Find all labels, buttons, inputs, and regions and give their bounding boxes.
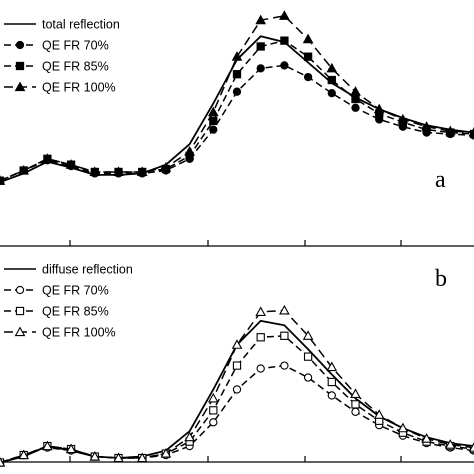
data-point bbox=[232, 87, 242, 96]
data-point bbox=[280, 61, 289, 70]
legend-label: QE FR 70% bbox=[42, 284, 109, 298]
data-point bbox=[42, 153, 53, 163]
data-point bbox=[303, 72, 313, 82]
data-point bbox=[279, 304, 290, 315]
legend-marker bbox=[14, 326, 26, 337]
series-line-qe-fr-100- bbox=[0, 14, 474, 182]
legend-label: total reflection bbox=[42, 18, 120, 32]
data-point bbox=[279, 10, 290, 20]
data-point bbox=[327, 377, 336, 387]
legend-label: QE FR 85% bbox=[42, 305, 109, 319]
data-point bbox=[232, 70, 242, 79]
data-point bbox=[327, 391, 336, 400]
data-point bbox=[255, 14, 267, 25]
data-point bbox=[209, 116, 218, 126]
data-point bbox=[136, 452, 148, 463]
legend-marker bbox=[14, 81, 26, 92]
data-point bbox=[468, 127, 474, 137]
legend-label: diffuse reflection bbox=[42, 263, 133, 277]
data-point bbox=[256, 64, 265, 73]
data-point bbox=[42, 440, 53, 451]
data-point bbox=[232, 361, 242, 370]
data-point bbox=[65, 443, 77, 454]
data-point bbox=[351, 94, 360, 104]
data-point bbox=[255, 306, 267, 316]
data-point bbox=[256, 42, 265, 51]
data-point bbox=[256, 364, 265, 373]
data-point bbox=[350, 86, 361, 96]
data-point bbox=[351, 103, 360, 112]
data-point bbox=[373, 103, 385, 114]
data-point bbox=[351, 400, 360, 409]
data-point bbox=[280, 331, 289, 340]
series-line-qe-fr-85- bbox=[0, 335, 474, 464]
data-point bbox=[207, 392, 219, 403]
data-point bbox=[280, 36, 289, 45]
data-point bbox=[231, 51, 243, 61]
data-point bbox=[444, 125, 456, 136]
data-point bbox=[350, 388, 361, 398]
data-point bbox=[444, 439, 456, 449]
data-point bbox=[326, 62, 338, 73]
data-point bbox=[373, 409, 385, 419]
data-point bbox=[421, 121, 432, 131]
data-point bbox=[302, 330, 314, 340]
data-point bbox=[136, 166, 148, 177]
data-point bbox=[65, 159, 77, 169]
data-point bbox=[232, 385, 242, 394]
legend-label: QE FR 100% bbox=[42, 81, 116, 95]
legend-marker bbox=[15, 306, 25, 316]
legend-marker bbox=[15, 40, 25, 50]
panel-label: b bbox=[435, 266, 447, 292]
data-point bbox=[256, 333, 265, 342]
legend-label: QE FR 100% bbox=[42, 326, 116, 340]
data-point bbox=[89, 451, 101, 461]
data-point bbox=[231, 339, 243, 349]
data-point bbox=[113, 452, 124, 463]
data-point bbox=[303, 352, 313, 361]
legend-marker bbox=[15, 61, 25, 71]
data-point bbox=[280, 361, 289, 370]
panel-b: diffuse reflection QE FR 70% QE FR 85% QE F… bbox=[0, 263, 474, 467]
data-point bbox=[209, 125, 218, 134]
data-point bbox=[113, 166, 124, 177]
legend-label: QE FR 70% bbox=[42, 39, 109, 53]
panel-a: total reflection QE FR 70% QE FR 85% QE FR … bbox=[0, 10, 474, 247]
data-point bbox=[160, 162, 172, 172]
data-point bbox=[184, 145, 195, 156]
legend-marker bbox=[15, 285, 25, 295]
data-point bbox=[209, 418, 218, 427]
data-point bbox=[327, 89, 336, 98]
data-point bbox=[207, 106, 219, 117]
data-point bbox=[184, 431, 195, 442]
data-point bbox=[0, 456, 6, 467]
data-point bbox=[209, 406, 218, 415]
legend-label: QE FR 85% bbox=[42, 60, 109, 74]
data-point bbox=[18, 164, 30, 175]
data-point bbox=[18, 449, 30, 460]
data-point bbox=[421, 433, 432, 443]
data-point bbox=[89, 166, 101, 177]
data-point bbox=[326, 361, 338, 372]
data-point bbox=[303, 52, 313, 61]
data-point bbox=[0, 175, 6, 185]
data-point bbox=[160, 448, 172, 458]
data-point bbox=[397, 113, 409, 124]
data-point bbox=[303, 373, 313, 382]
data-point bbox=[351, 407, 360, 416]
panel-label: a bbox=[435, 167, 446, 193]
data-point bbox=[468, 442, 474, 452]
data-point bbox=[327, 75, 336, 85]
data-point bbox=[302, 33, 314, 44]
data-point bbox=[397, 422, 409, 433]
